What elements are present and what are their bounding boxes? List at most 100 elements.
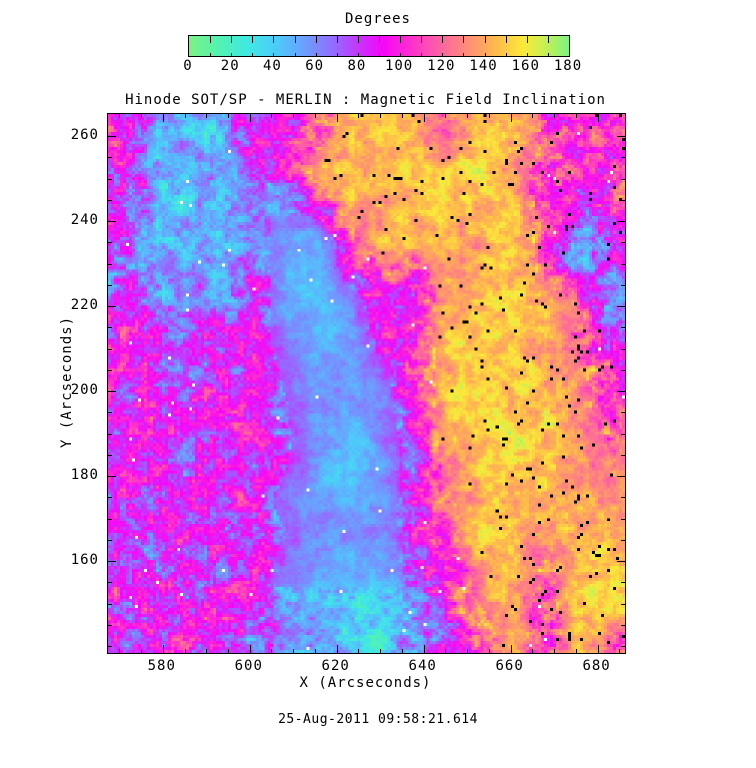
axis-tick	[488, 114, 490, 118]
axis-tick	[271, 649, 273, 653]
colorbar-tick	[547, 36, 549, 43]
colorbar-tick-label: 60	[305, 58, 325, 74]
colorbar-tick	[400, 36, 402, 43]
axis-tick	[141, 649, 143, 653]
heatmap-canvas	[108, 114, 625, 653]
colorbar-tick	[442, 53, 444, 56]
colorbar-tick	[463, 53, 465, 56]
colorbar-tick	[357, 53, 359, 56]
colorbar-tick	[547, 53, 549, 56]
x-tick-label: 620	[321, 658, 350, 674]
axis-tick	[510, 645, 512, 653]
axis-tick	[108, 263, 112, 265]
colorbar-tick	[400, 53, 402, 56]
axis-tick	[621, 369, 625, 371]
axis-tick	[380, 649, 382, 653]
axis-tick	[108, 433, 112, 435]
colorbar-tick	[273, 53, 275, 56]
axis-tick	[621, 539, 625, 541]
colorbar-tick-label: 20	[220, 58, 240, 74]
axis-tick	[575, 114, 577, 118]
axis-tick	[108, 327, 112, 329]
axis-tick	[467, 649, 469, 653]
axis-tick	[108, 518, 112, 520]
colorbar	[188, 35, 570, 57]
axis-tick	[621, 646, 625, 648]
colorbar-tick	[463, 36, 465, 43]
axis-tick	[532, 649, 534, 653]
axis-tick	[108, 582, 112, 584]
axis-tick	[554, 649, 556, 653]
axis-tick	[621, 518, 625, 520]
axis-tick	[119, 114, 121, 118]
colorbar-tick	[379, 36, 380, 43]
axis-tick	[336, 645, 338, 653]
axis-tick	[621, 284, 625, 286]
axis-tick	[488, 649, 490, 653]
y-tick-label: 160	[70, 552, 99, 569]
colorbar-tick	[252, 53, 254, 56]
axis-tick	[621, 263, 625, 265]
y-tick-label: 240	[70, 212, 99, 229]
axis-tick	[293, 114, 295, 118]
colorbar-tick	[315, 36, 317, 43]
axis-tick	[108, 348, 112, 350]
axis-tick	[108, 178, 112, 180]
axis-tick	[108, 646, 112, 648]
axis-tick	[423, 645, 425, 653]
axis-tick	[575, 649, 577, 653]
axis-tick	[108, 561, 116, 563]
axis-tick	[336, 114, 338, 122]
colorbar-tick	[315, 53, 317, 56]
axis-tick	[141, 114, 143, 118]
axis-tick	[108, 369, 112, 371]
colorbar-tick-label: 100	[384, 58, 414, 74]
colorbar-tick-label: 40	[263, 58, 282, 74]
axis-tick	[228, 649, 229, 653]
axis-tick	[108, 306, 116, 308]
axis-tick	[617, 306, 625, 308]
axis-tick	[108, 412, 112, 414]
axis-tick	[597, 645, 599, 653]
x-tick-label: 600	[234, 658, 263, 674]
axis-tick	[108, 391, 116, 393]
axis-tick	[206, 114, 208, 118]
colorbar-tick	[526, 53, 528, 56]
axis-tick	[621, 497, 625, 499]
colorbar-tick	[484, 53, 486, 56]
plot-title: Hinode SOT/SP - MERLIN : Magnetic Field …	[125, 92, 606, 108]
axis-tick	[617, 476, 625, 478]
axis-tick	[621, 412, 625, 414]
axis-tick	[621, 348, 625, 350]
colorbar-tick-label: 80	[347, 58, 367, 74]
axis-tick	[617, 136, 625, 138]
axis-tick	[108, 221, 116, 223]
axis-tick	[617, 561, 625, 563]
colorbar-tick	[421, 36, 423, 43]
colorbar-tick	[294, 36, 296, 43]
axis-tick	[358, 114, 360, 118]
colorbar-tick-label: 160	[511, 58, 540, 74]
x-tick-label: 640	[408, 658, 437, 674]
axis-tick	[619, 649, 621, 653]
axis-tick	[293, 649, 295, 653]
colorbar-tick	[231, 36, 233, 43]
colorbar-tick	[505, 36, 507, 43]
colorbar-tick-label: 120	[427, 58, 456, 74]
axis-tick	[621, 199, 625, 201]
colorbar-tick	[210, 53, 212, 56]
axis-tick	[184, 114, 186, 118]
axis-tick	[108, 284, 112, 286]
y-tick-label: 180	[70, 467, 99, 484]
colorbar-tick	[421, 53, 423, 56]
axis-tick	[358, 649, 360, 653]
x-tick-label: 660	[495, 658, 524, 674]
axis-tick	[108, 476, 116, 478]
colorbar-tick	[379, 53, 380, 56]
axis-tick	[445, 649, 447, 653]
axis-tick	[249, 114, 251, 122]
axis-tick	[621, 178, 625, 180]
axis-tick	[401, 649, 403, 653]
x-tick-label: 580	[147, 658, 176, 674]
colorbar-tick	[336, 53, 338, 56]
